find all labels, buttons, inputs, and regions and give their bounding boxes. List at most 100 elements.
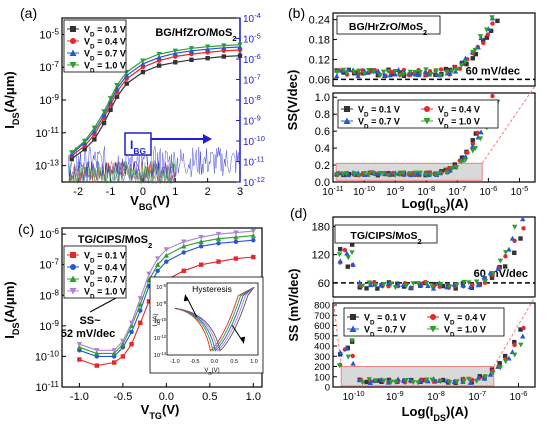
data-point <box>453 165 460 171</box>
data-point <box>470 148 476 154</box>
inset-x-axis-label: VG(V) <box>204 368 219 376</box>
data-point <box>418 281 424 287</box>
legend-entry: VD = 0.7 V <box>358 117 400 131</box>
data-point <box>482 278 489 284</box>
panel-c: -1.0 -0.5 0.0 0.5 1.0 10-11 10-10 10-9 10-8 10-7 1… <box>2 221 264 421</box>
legend-entry: VD = 0.7 V <box>84 49 126 63</box>
data-point <box>181 250 186 255</box>
data-point <box>392 172 398 178</box>
zoom-connector <box>493 296 536 367</box>
inset-hysteresis-label: Hysteresis <box>192 284 232 294</box>
legend-entry: VD = 0.4 V <box>444 313 486 327</box>
data-point <box>140 58 146 64</box>
legend-entry: VD = 0.1 V <box>84 25 126 39</box>
data-point <box>101 120 107 126</box>
data-point <box>410 380 417 385</box>
data-point <box>509 235 516 241</box>
data-point <box>344 70 350 76</box>
data-point <box>340 171 347 177</box>
data-point <box>128 320 135 326</box>
data-point <box>69 156 74 162</box>
data-point <box>521 226 526 231</box>
legend-entry: VD = 0.4 V <box>84 263 126 277</box>
legend-marker <box>344 106 350 112</box>
x-axis-label: VTG(V) <box>141 402 180 421</box>
data-point <box>481 375 488 381</box>
x-tick-label: 10-6 <box>479 184 497 199</box>
data-point <box>107 96 114 102</box>
data-point <box>447 70 453 76</box>
data-point <box>461 279 467 285</box>
x-tick-label: 10-5 <box>511 184 529 199</box>
data-point <box>423 67 429 73</box>
panel-label: (a) <box>20 5 37 21</box>
data-point <box>444 284 450 290</box>
data-point <box>477 136 484 142</box>
data-point <box>487 270 494 276</box>
x-axis-label: Log(IDS)(A) <box>402 196 469 215</box>
data-point <box>380 69 387 75</box>
data-point <box>94 363 99 368</box>
data-point <box>403 377 410 383</box>
data-point <box>433 172 439 178</box>
data-point <box>489 275 495 280</box>
x-tick-label: 0.0 <box>159 391 174 403</box>
inset-curve <box>174 286 255 352</box>
data-point <box>101 112 107 117</box>
data-point <box>359 380 366 386</box>
data-point <box>461 378 467 384</box>
data-point <box>198 244 204 249</box>
data-point <box>129 329 134 335</box>
y-tick-label: 10-8 <box>39 288 59 303</box>
data-point <box>454 282 460 288</box>
data-point <box>221 43 227 49</box>
data-point <box>412 170 419 176</box>
data-point <box>388 281 395 287</box>
data-point <box>120 338 126 344</box>
data-point <box>129 341 134 347</box>
data-point <box>454 379 460 385</box>
legend-marker <box>430 314 436 320</box>
data-point <box>154 261 161 267</box>
y-tick-label: 10-11 <box>35 380 59 395</box>
data-point <box>82 147 87 152</box>
data-point <box>429 377 435 383</box>
data-point <box>433 71 440 77</box>
data-point <box>512 250 517 256</box>
legend-marker <box>423 118 431 125</box>
data-point <box>417 170 423 176</box>
data-point <box>237 53 243 58</box>
data-point <box>138 320 143 325</box>
data-point <box>400 72 407 77</box>
data-point <box>444 170 450 176</box>
data-point <box>415 72 422 78</box>
data-point <box>146 271 152 277</box>
reference-label: 60 mV/dec <box>466 65 520 77</box>
data-point <box>395 67 402 73</box>
data-point <box>181 239 187 245</box>
inset-y-tick-label: 10-14 <box>154 351 167 360</box>
data-point <box>423 172 429 178</box>
chart-title: BG/HfZrO/MoS2 <box>155 27 236 43</box>
x-tick-label: -1.0 <box>70 391 89 403</box>
y-tick-label: 10-11 <box>35 125 59 140</box>
data-point <box>120 354 126 359</box>
data-point <box>481 40 486 46</box>
data-point <box>460 282 466 288</box>
plot-frame-bottom <box>332 92 536 183</box>
data-point <box>472 145 478 151</box>
data-point <box>488 28 494 34</box>
data-point <box>387 72 393 78</box>
data-point <box>198 262 204 267</box>
y-tick-label: 120 <box>312 250 330 262</box>
series-line <box>79 235 254 354</box>
legend-entry: VD = 0.1 V <box>84 251 126 265</box>
data-point <box>518 327 523 332</box>
data-point <box>377 73 383 79</box>
zoom-connector <box>481 85 536 164</box>
data-point <box>189 57 194 63</box>
data-point <box>350 261 356 267</box>
data-point <box>337 349 344 355</box>
data-point <box>472 47 478 53</box>
ss-annotation-line <box>89 297 117 313</box>
